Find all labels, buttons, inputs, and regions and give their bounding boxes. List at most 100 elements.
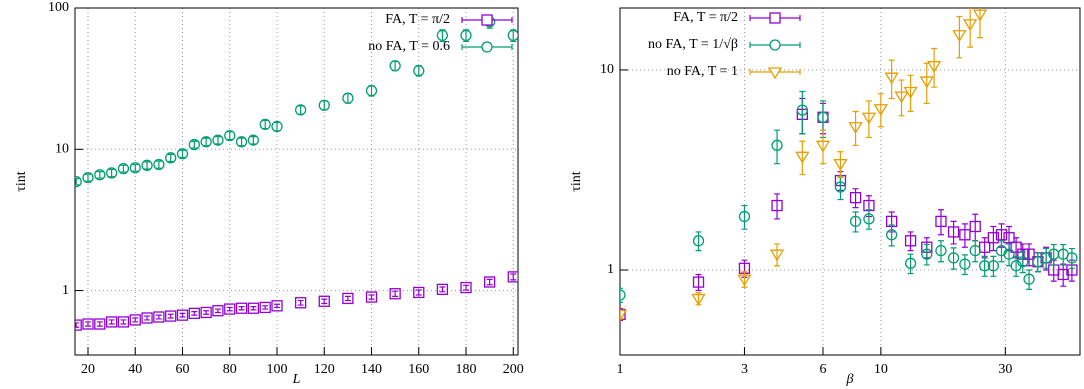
marker [460,29,472,42]
error-bar [1026,243,1033,267]
error-bar [510,273,517,281]
error-bar [998,240,1005,263]
marker [129,162,141,174]
marker [413,65,425,77]
x-tick-label: 160 [408,362,429,377]
y-axis-label: τint [14,171,29,192]
x-tick-label: 30 [998,362,1012,377]
error-bar [179,149,186,159]
x-tick-label: 40 [128,362,142,377]
error-bar [774,193,781,220]
error-bar [75,178,80,186]
error-bar [1034,252,1041,273]
error-bar [961,223,968,248]
error-bar [1026,269,1033,290]
error-bar [250,135,257,145]
marker [796,104,808,116]
error-bar [865,100,872,139]
marker [849,215,862,228]
error-bar [990,225,997,252]
error-bar [214,135,221,145]
marker [141,159,153,171]
error-bar [392,60,399,72]
error-bar [167,313,174,319]
error-bar [956,15,963,59]
x-tick-label: 20 [81,362,95,377]
error-bar [1019,251,1026,274]
error-bar [695,231,702,252]
marker [75,319,82,331]
y-tick-label: 1 [607,262,614,277]
marker [188,138,200,151]
marker [959,229,971,241]
marker [365,85,378,97]
marker [224,129,236,142]
marker [987,260,1000,272]
marker [817,111,829,123]
panel: 1 10 1 3 6 10 30 β τint FA, T = π/2 no FA, T = 1/√… [569,7,1081,387]
x-axis-label: L [292,372,301,387]
error-bar [191,140,198,149]
error-bar [297,105,304,115]
error-bar [937,209,944,236]
marker [294,297,307,309]
error-bar [774,243,781,267]
marker [737,274,752,287]
error-bar [877,93,884,128]
error-bar [179,312,186,318]
error-bar [837,175,844,201]
error-bar [865,209,872,230]
error-bar [741,204,748,230]
error-bar [167,153,174,163]
error-bar [1060,263,1067,287]
error-bar [852,188,859,209]
error-bar [1060,243,1067,266]
error-bar [392,290,399,297]
marker [921,248,933,260]
marker [75,176,82,188]
marker [995,229,1008,241]
marker [483,276,496,288]
marker [413,286,425,299]
marker [861,112,877,125]
legend-label: FA, T = π/2 [673,10,738,25]
error-bar [238,306,245,311]
legend-label: FA, T = π/2 [385,12,450,27]
x-tick-label: 120 [314,362,335,377]
error-bar [75,322,80,328]
error-bar [972,213,979,242]
marker [987,232,1000,244]
marker [481,14,493,26]
marker [769,249,785,262]
marker [365,291,378,303]
marker [769,39,781,51]
error-bar [439,286,446,293]
error-bar [132,163,139,172]
error-bar [250,306,257,311]
marker [94,169,106,181]
x-tick-label: 10 [874,362,888,377]
marker [1023,248,1035,260]
error-bar [321,100,328,111]
error-bar [486,278,493,286]
error-bar [203,137,210,147]
x-tick-label: 100 [267,362,288,377]
marker [165,310,177,322]
error-bar [144,315,151,321]
marker [935,215,947,228]
error-bar [977,8,984,39]
marker [863,213,875,225]
y-axis-label: τint [569,171,584,192]
marker [176,309,189,321]
marker [935,244,947,257]
error-bar [297,299,304,306]
error-bar [238,137,245,147]
marker [904,257,917,269]
marker [769,12,781,24]
marker [833,159,848,171]
marker [117,316,130,328]
marker [105,316,118,328]
error-bar [967,8,974,48]
x-tick-label: 80 [223,362,237,377]
marker [771,199,783,212]
